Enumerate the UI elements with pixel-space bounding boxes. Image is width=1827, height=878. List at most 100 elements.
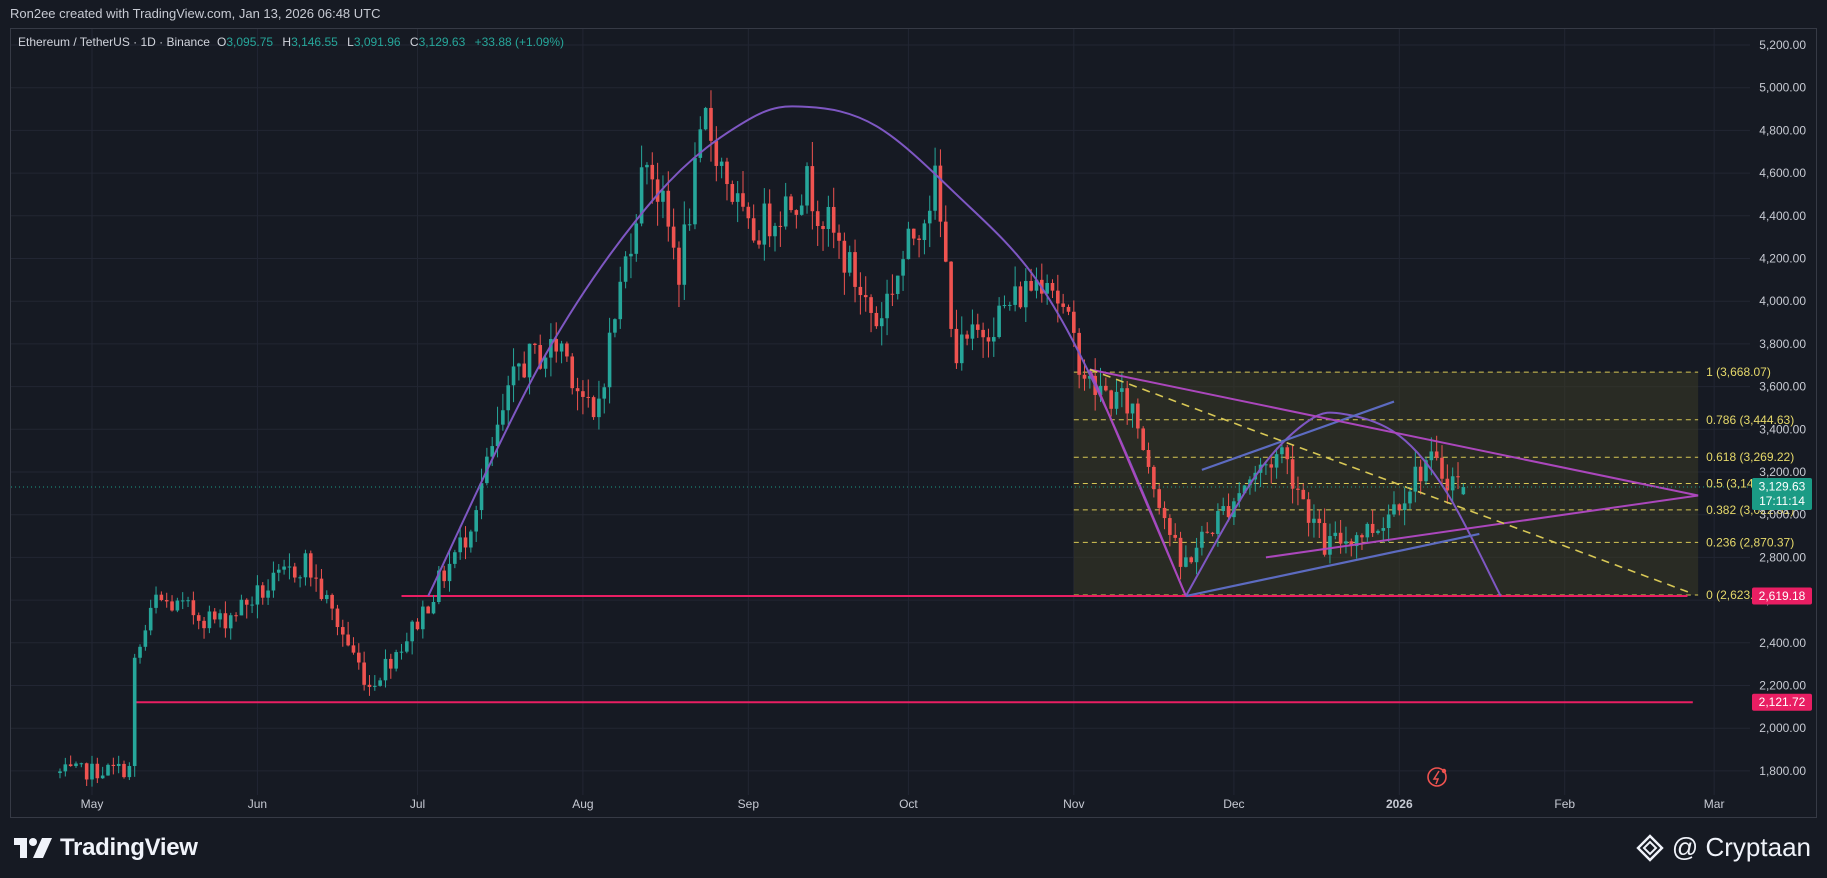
fib-level-label: 0.236 (2,870.37) — [1706, 535, 1794, 549]
candle-body — [853, 252, 857, 287]
candle-body — [634, 223, 639, 254]
candle-body — [751, 218, 756, 241]
candle-body — [1274, 454, 1279, 468]
candle-body — [778, 225, 783, 227]
candle-body — [629, 253, 633, 257]
candle-body — [965, 334, 969, 339]
candle-body — [714, 140, 719, 166]
candle-body — [1136, 403, 1140, 429]
candle-body — [687, 224, 692, 226]
candle-body — [1290, 459, 1295, 489]
candle-body — [1402, 503, 1407, 511]
open-value: 3,095.75 — [226, 35, 273, 49]
price-badge-label: 2,619.18 — [1759, 589, 1806, 603]
candle-body — [234, 615, 238, 617]
candle-body — [191, 600, 196, 616]
candle-body — [1013, 286, 1017, 305]
candle-body — [501, 410, 505, 425]
candle-body — [938, 165, 943, 222]
candle-body — [421, 606, 425, 630]
tradingview-logo[interactable]: TradingView — [14, 834, 198, 862]
candle-body — [981, 329, 985, 338]
candle-body — [1434, 451, 1439, 458]
candle-body — [645, 164, 649, 168]
time-tick-label: Sep — [738, 797, 760, 811]
candle-body — [255, 585, 260, 605]
candle-body — [1168, 518, 1172, 535]
candle-body — [810, 166, 815, 212]
candle-body — [383, 658, 388, 681]
candle-body — [837, 232, 841, 241]
alert-icon[interactable] — [1427, 767, 1447, 787]
time-axis[interactable]: May Jun Jul Aug Sep Oct Nov Dec 2026 Feb Mar — [81, 797, 1725, 811]
candle-body — [565, 343, 569, 357]
candle-body — [1088, 375, 1092, 379]
candle-body — [1322, 523, 1327, 555]
candle-body — [949, 261, 953, 329]
candle-body — [922, 223, 927, 241]
chart-frame — [10, 28, 1817, 818]
drawings[interactable] — [11, 105, 1750, 598]
candle-body — [116, 763, 121, 767]
fib-level-label: 0.618 (3,269.22) — [1706, 450, 1794, 464]
price-tick-label: 3,600.00 — [1759, 380, 1806, 394]
candle-body — [975, 324, 980, 330]
candle-body — [143, 630, 148, 647]
candle-body — [292, 566, 297, 578]
candle-body — [911, 228, 916, 239]
price-chart[interactable]: 1 (3,668.07) 0.786 (3,444.63) 0.618 (3,269… — [0, 0, 1827, 818]
price-tick-label: 4,000.00 — [1759, 294, 1806, 308]
candle-body — [799, 205, 804, 215]
price-tick-label: 4,400.00 — [1759, 209, 1806, 223]
price-badge-countdown: 17:11:14 — [1759, 494, 1805, 508]
candle-body — [1210, 532, 1215, 534]
price-tick-label: 3,400.00 — [1759, 422, 1806, 436]
candle-body — [437, 570, 441, 602]
candle-body — [228, 615, 233, 629]
candle-body — [506, 385, 511, 411]
price-tick-label: 2,400.00 — [1759, 636, 1806, 650]
candle-body — [287, 566, 292, 568]
candle-body — [223, 613, 228, 629]
horizontal-levels[interactable] — [134, 595, 1693, 704]
candle-body — [1418, 466, 1423, 482]
candle-body — [260, 585, 265, 598]
close-value: 3,129.63 — [419, 35, 466, 49]
candle-body — [1381, 528, 1386, 531]
price-axis[interactable]: 5,200.00 5,000.00 4,800.00 4,600.00 4,400.00… — [1759, 38, 1806, 778]
fib-level-label: 0.786 (3,444.63) — [1706, 413, 1794, 427]
candle-body — [111, 764, 116, 767]
candle-body — [1338, 532, 1343, 544]
candle-body — [431, 601, 436, 614]
candle-body — [1104, 385, 1108, 391]
candle-body — [650, 164, 655, 180]
candle-body — [1365, 523, 1370, 538]
candle-body — [207, 611, 212, 629]
time-tick-label: Aug — [572, 797, 593, 811]
candle-body — [639, 167, 644, 224]
candle-body — [314, 577, 318, 579]
candle-body — [159, 594, 164, 601]
small-arc — [1185, 411, 1502, 597]
price-tick-label: 4,800.00 — [1759, 123, 1806, 137]
candle-body — [730, 184, 735, 202]
candle-body — [79, 763, 84, 765]
candle-body — [410, 621, 414, 642]
candle-body — [698, 129, 703, 158]
candle-body — [378, 680, 382, 686]
candle-body — [1397, 504, 1402, 511]
candle-body — [959, 334, 964, 364]
candle-body — [1061, 303, 1065, 307]
candle-body — [666, 190, 671, 227]
candle-body — [1002, 305, 1007, 307]
candle-body — [1344, 541, 1348, 544]
candle-body — [831, 206, 836, 233]
candle-body — [346, 634, 350, 646]
candle-body — [741, 193, 745, 207]
candle-body — [405, 641, 409, 652]
candle-body — [954, 328, 959, 364]
candle-body — [1328, 536, 1332, 555]
candle-body — [1125, 388, 1129, 414]
candle-body — [842, 240, 847, 273]
candle-body — [1413, 466, 1418, 492]
